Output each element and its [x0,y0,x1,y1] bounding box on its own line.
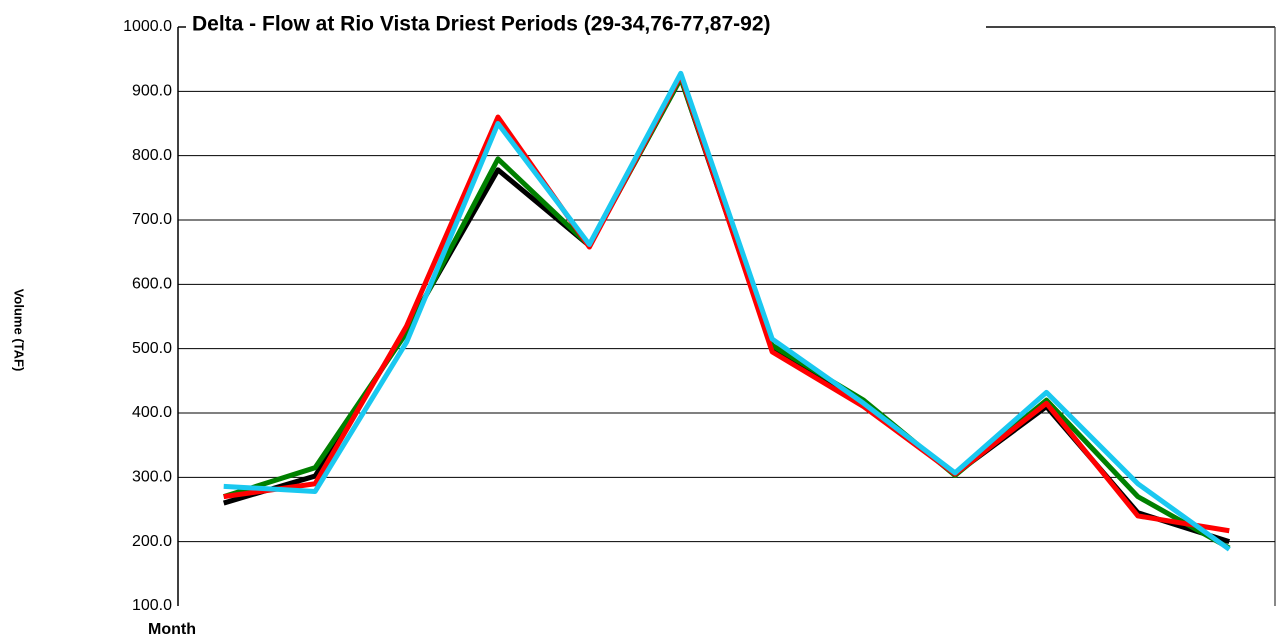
series-line [223,72,1230,534]
series-line [223,70,1231,552]
y-tick-label: 100.0 [132,597,172,614]
y-tick-label: 700.0 [132,211,172,228]
y-tick-label: 500.0 [132,340,172,357]
y-tick-label: 200.0 [132,533,172,550]
series-lines [222,70,1231,552]
y-tick-label: 800.0 [132,147,172,164]
y-tick-label: 900.0 [132,83,172,100]
y-tick-label: 300.0 [132,469,172,486]
y-tick-label: 1000.0 [123,18,172,35]
x-axis-label: Month [148,621,196,638]
y-tick-label: 400.0 [132,404,172,421]
chart-title: Delta - Flow at Rio Vista Driest Periods… [192,13,771,36]
y-tick-label: 600.0 [132,276,172,293]
title-background [186,10,986,40]
y-axis-label: Volume (TAF) [12,289,27,372]
series-line [222,75,1231,545]
